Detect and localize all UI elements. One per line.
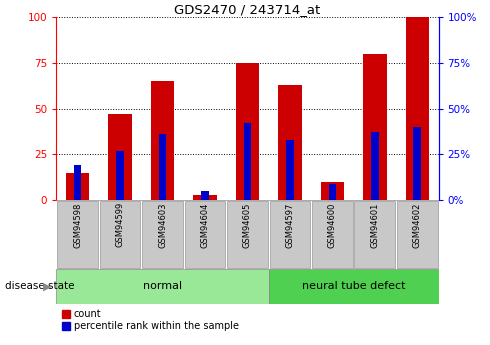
Bar bbox=[278, 85, 301, 200]
FancyBboxPatch shape bbox=[57, 201, 98, 268]
Bar bbox=[320, 182, 344, 200]
Text: GSM94598: GSM94598 bbox=[73, 202, 82, 248]
Bar bbox=[151, 81, 174, 200]
Text: GSM94601: GSM94601 bbox=[370, 202, 379, 248]
Text: GSM94597: GSM94597 bbox=[285, 202, 294, 248]
FancyBboxPatch shape bbox=[142, 201, 183, 268]
Text: GSM94604: GSM94604 bbox=[200, 202, 210, 248]
Bar bbox=[363, 54, 387, 200]
Text: GSM94600: GSM94600 bbox=[328, 202, 337, 248]
Bar bbox=[159, 134, 166, 200]
FancyBboxPatch shape bbox=[312, 201, 353, 268]
Legend: count, percentile rank within the sample: count, percentile rank within the sample bbox=[61, 308, 240, 332]
Text: normal: normal bbox=[143, 282, 182, 291]
Text: GSM94599: GSM94599 bbox=[116, 202, 124, 247]
Bar bbox=[406, 17, 429, 200]
Bar bbox=[269, 269, 439, 304]
Bar bbox=[286, 140, 294, 200]
FancyBboxPatch shape bbox=[397, 201, 438, 268]
Bar bbox=[66, 172, 89, 200]
Bar bbox=[244, 123, 251, 200]
Text: disease state: disease state bbox=[5, 282, 74, 291]
FancyBboxPatch shape bbox=[185, 201, 225, 268]
Text: neural tube defect: neural tube defect bbox=[302, 282, 405, 291]
Bar bbox=[193, 195, 217, 200]
FancyBboxPatch shape bbox=[99, 201, 141, 268]
Bar bbox=[56, 269, 269, 304]
Text: GSM94602: GSM94602 bbox=[413, 202, 422, 248]
Text: GSM94605: GSM94605 bbox=[243, 202, 252, 248]
FancyBboxPatch shape bbox=[354, 201, 395, 268]
Bar bbox=[414, 127, 421, 200]
Text: ▶: ▶ bbox=[43, 282, 51, 291]
Bar bbox=[329, 184, 336, 200]
Bar bbox=[236, 63, 259, 200]
Text: GSM94603: GSM94603 bbox=[158, 202, 167, 248]
Bar bbox=[371, 132, 379, 200]
Title: GDS2470 / 243714_at: GDS2470 / 243714_at bbox=[174, 3, 320, 16]
Bar bbox=[116, 151, 124, 200]
Bar bbox=[201, 191, 209, 200]
FancyBboxPatch shape bbox=[227, 201, 268, 268]
FancyBboxPatch shape bbox=[270, 201, 310, 268]
Bar bbox=[74, 165, 81, 200]
Bar bbox=[108, 114, 132, 200]
